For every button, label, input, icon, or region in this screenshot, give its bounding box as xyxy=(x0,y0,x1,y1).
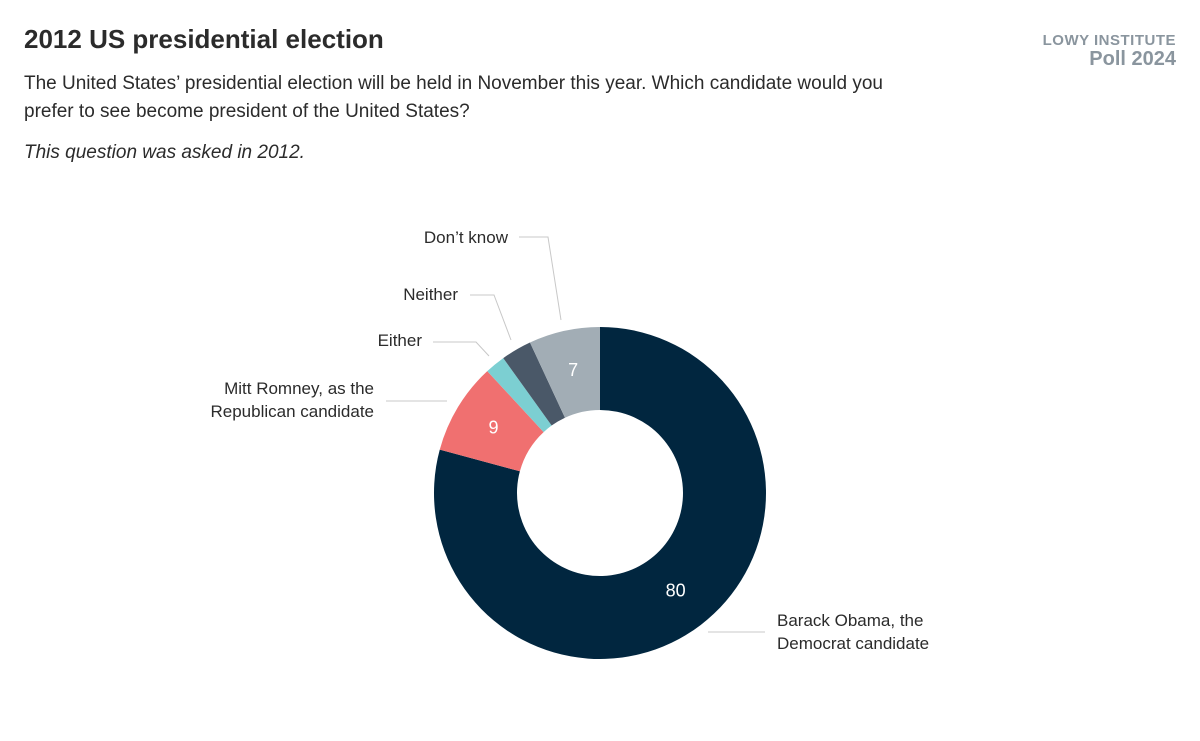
data-label: 7 xyxy=(568,360,578,380)
chart-note: This question was asked in 2012. xyxy=(24,142,305,163)
donut-slice xyxy=(439,371,544,472)
data-label: 9 xyxy=(488,417,498,437)
category-label: Neither xyxy=(403,285,458,304)
chart-title: 2012 US presidential election xyxy=(24,24,384,54)
category-label: Don’t know xyxy=(423,228,508,247)
data-label: 80 xyxy=(666,581,686,601)
chart-subtitle: The United States’ presidential election… xyxy=(24,73,883,122)
category-label: Mitt Romney, as the Republican candidate xyxy=(210,379,374,421)
donut-slice xyxy=(529,327,600,418)
leader-line xyxy=(433,341,490,357)
category-label: Barack Obama, the Democrat candidate xyxy=(777,611,930,653)
brand: LOWY INSTITUTE xyxy=(1042,32,1176,49)
brand-subtitle: Poll 2024 xyxy=(1089,48,1176,70)
donut-slice xyxy=(434,327,766,659)
donut-slice xyxy=(503,342,565,426)
donut-slice xyxy=(487,358,552,433)
leader-line xyxy=(470,294,512,341)
category-label: Either xyxy=(377,331,422,350)
leader-line xyxy=(519,236,562,321)
